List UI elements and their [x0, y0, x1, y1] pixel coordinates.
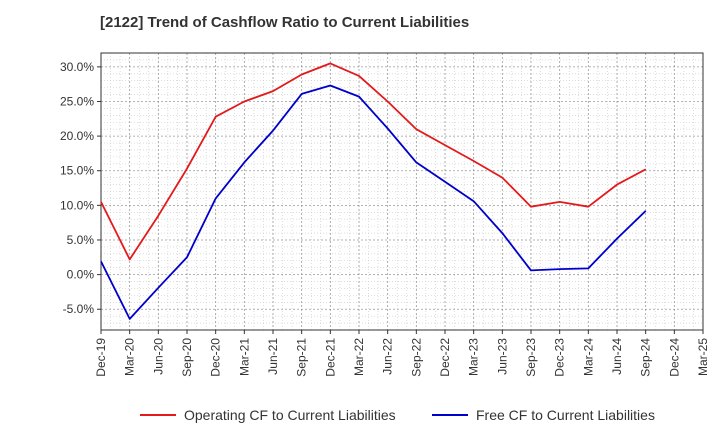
- legend: Operating CF to Current Liabilities Free…: [0, 400, 720, 430]
- y-tick-label: 10.0%: [60, 198, 94, 212]
- y-tick-label: 0.0%: [67, 268, 95, 282]
- x-tick-label: Jun-23: [495, 338, 509, 375]
- x-tick-label: Mar-24: [581, 338, 595, 376]
- series-lines: [100, 62, 647, 320]
- x-tick-label: Jun-20: [151, 338, 165, 375]
- y-tick-label: 30.0%: [60, 60, 94, 74]
- x-tick-label: Sep-22: [409, 338, 423, 377]
- x-tick-label: Dec-24: [667, 338, 681, 377]
- y-axis-ticks: 30.0% 25.0% 20.0% 15.0% 10.0% 5.0% 0.0% -5.0%: [60, 60, 101, 316]
- y-tick-label: 25.0%: [60, 94, 94, 108]
- x-tick-label: Mar-22: [352, 338, 366, 376]
- x-tick-label: Dec-19: [94, 338, 108, 377]
- legend-item-operating-cf: Operating CF to Current Liabilities: [140, 406, 396, 424]
- x-tick-label: Jun-21: [266, 338, 280, 375]
- x-tick-label: Sep-24: [639, 338, 653, 377]
- y-tick-label: 20.0%: [60, 129, 94, 143]
- x-tick-label: Mar-20: [123, 338, 137, 376]
- y-tick-label: -5.0%: [63, 302, 95, 316]
- legend-label-operating-cf: Operating CF to Current Liabilities: [184, 407, 396, 423]
- x-tick-label: Mar-23: [467, 338, 481, 376]
- grid-lines: [100, 52, 704, 331]
- x-tick-label: Jun-24: [610, 338, 624, 375]
- series-line-1: [100, 84, 647, 320]
- legend-label-free-cf: Free CF to Current Liabilities: [476, 407, 655, 423]
- x-tick-label: Mar-21: [237, 338, 251, 376]
- x-tick-label: Dec-22: [438, 338, 452, 377]
- x-tick-label: Dec-21: [323, 338, 337, 377]
- y-tick-label: 15.0%: [60, 164, 94, 178]
- x-tick-label: Sep-20: [180, 338, 194, 377]
- x-tick-label: Sep-23: [524, 338, 538, 377]
- x-tick-label: Dec-20: [209, 338, 223, 377]
- legend-item-free-cf: Free CF to Current Liabilities: [432, 406, 655, 424]
- x-tick-label: Jun-22: [381, 338, 395, 375]
- plot-area-border: [100, 52, 704, 331]
- x-tick-label: Sep-21: [295, 338, 309, 377]
- x-tick-label: Dec-23: [553, 338, 567, 377]
- series-line-0: [100, 62, 647, 261]
- x-axis-ticks: Dec-19 Mar-20 Jun-20 Sep-20 Dec-20 Mar-21 Jun-…: [94, 330, 710, 377]
- x-tick-label: Mar-25: [696, 338, 710, 376]
- legend-swatch-free-cf: [432, 414, 468, 416]
- legend-swatch-operating-cf: [140, 414, 176, 416]
- chart-title: [2122] Trend of Cashflow Ratio to Curren…: [100, 14, 470, 31]
- y-tick-label: 5.0%: [67, 233, 95, 247]
